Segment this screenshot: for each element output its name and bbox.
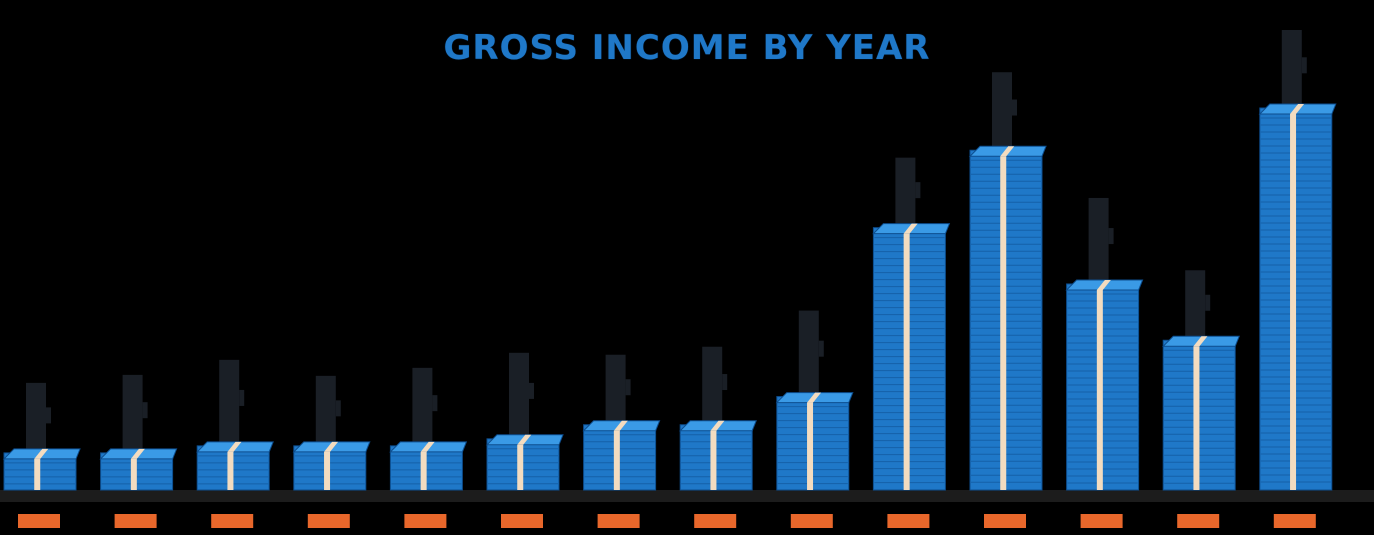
year-label — [114, 514, 157, 528]
year-label — [790, 514, 833, 528]
money-band-top — [613, 420, 628, 431]
money-band — [807, 402, 814, 490]
year-label — [984, 514, 1026, 528]
money-band — [1193, 346, 1200, 490]
bar-group — [292, 375, 371, 528]
money-band — [227, 451, 234, 490]
money-band-top — [227, 441, 242, 452]
bar-group — [1258, 30, 1337, 528]
value-callout-tick — [1301, 57, 1307, 74]
money-band — [710, 430, 717, 490]
value-callout — [992, 72, 1012, 155]
year-label — [887, 514, 930, 528]
money-band-top — [34, 448, 49, 459]
money-band — [903, 233, 910, 490]
money-band-top — [130, 448, 145, 459]
year-label — [597, 514, 640, 528]
bar-group — [1161, 270, 1240, 528]
year-label — [404, 514, 447, 528]
value-callout — [26, 382, 46, 457]
money-band — [1290, 114, 1297, 490]
money-band — [1096, 289, 1103, 490]
value-callout — [1185, 270, 1206, 345]
baseline — [0, 490, 1374, 502]
money-band — [34, 458, 41, 490]
money-band — [517, 444, 524, 490]
year-label — [211, 514, 254, 528]
bar-group — [2, 382, 81, 528]
value-callout — [412, 367, 433, 450]
year-label — [501, 514, 543, 528]
value-callout-tick — [529, 382, 534, 399]
bar-group — [582, 354, 661, 528]
value-callout-tick — [915, 182, 921, 199]
money-band — [130, 458, 137, 490]
bar-group — [1065, 197, 1144, 528]
value-callout-tick — [335, 400, 341, 417]
value-callout-tick — [142, 402, 148, 419]
money-band-top — [807, 392, 822, 403]
value-callout — [605, 354, 626, 429]
bar-group — [678, 346, 757, 528]
bar-group — [99, 374, 178, 528]
money-band — [613, 430, 620, 490]
money-band-top — [324, 441, 339, 452]
value-callout — [702, 346, 723, 429]
value-callout — [1088, 197, 1109, 288]
value-callout-tick — [1205, 294, 1211, 311]
chart-title: GROSS INCOME BY YEAR — [443, 28, 931, 68]
bar-group — [775, 310, 854, 528]
money-band-top — [1000, 146, 1015, 157]
value-callout — [798, 310, 819, 401]
money-band-top — [1290, 104, 1305, 114]
value-callout — [315, 375, 336, 450]
value-callout — [219, 359, 240, 450]
value-callout — [895, 157, 916, 232]
year-label — [1273, 514, 1316, 528]
money-band-top — [420, 441, 435, 452]
value-callout-tick — [239, 389, 245, 406]
bar-group — [195, 359, 274, 528]
value-callout — [122, 374, 143, 457]
money-band-top — [1193, 336, 1208, 347]
value-callout-tick — [818, 340, 824, 357]
value-callout-tick — [722, 374, 728, 391]
money-band-top — [1096, 279, 1111, 290]
bar-group — [968, 72, 1047, 528]
money-band — [420, 451, 427, 490]
year-label — [1177, 514, 1220, 528]
money-band — [324, 451, 331, 490]
bar-group — [872, 157, 951, 528]
money-band-top — [517, 434, 532, 445]
value-callout-tick — [625, 379, 631, 396]
money-band-top — [903, 223, 918, 234]
value-callout — [1281, 30, 1302, 112]
money-band — [1000, 156, 1007, 490]
value-callout — [509, 352, 529, 443]
year-label — [18, 514, 60, 528]
year-label — [307, 514, 350, 528]
value-callout-tick — [46, 407, 51, 424]
money-band-top — [710, 420, 725, 431]
value-callout-tick — [1108, 228, 1114, 245]
bar-group — [389, 367, 468, 528]
bar-group — [485, 352, 564, 528]
value-callout-tick — [432, 395, 438, 412]
year-label — [1080, 514, 1123, 528]
value-callout-tick — [1012, 99, 1017, 116]
year-label — [694, 514, 737, 528]
